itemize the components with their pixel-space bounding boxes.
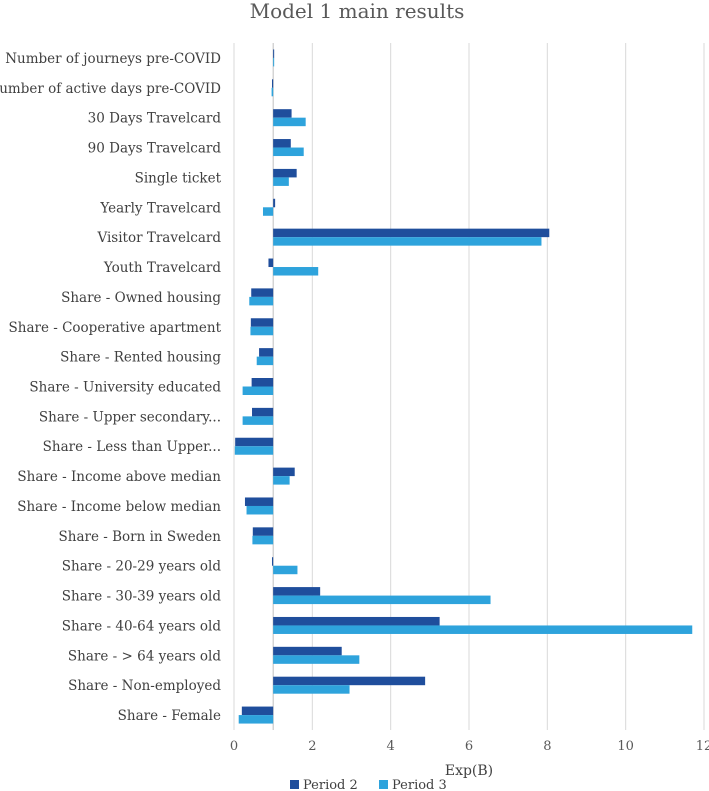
- bar-period-3: [242, 386, 274, 395]
- x-axis-title: Exp(B): [445, 763, 493, 779]
- category-label: 90 Days Travelcard: [88, 141, 222, 157]
- category-label: Yearly Travelcard: [99, 200, 221, 216]
- category-label: Share - 40-64 years old: [62, 618, 222, 634]
- legend-label: Period 2: [303, 778, 358, 791]
- x-tick-label: 2: [308, 739, 316, 754]
- category-label: Share - > 64 years old: [68, 648, 221, 664]
- bar-period-3: [273, 237, 542, 246]
- category-label: Share - Cooperative apartment: [9, 320, 222, 336]
- bar-period-2: [259, 348, 274, 357]
- bar-period-2: [271, 557, 274, 566]
- category-label: Share - Rented housing: [60, 350, 221, 366]
- bar-period-3: [273, 117, 306, 127]
- bar-period-2: [235, 437, 274, 447]
- bar-period-3: [242, 416, 274, 425]
- x-tick-labels: 0 2 4 6 8 10 12: [230, 739, 709, 754]
- x-tick-label: 10: [617, 739, 634, 754]
- category-label: Share - University educated: [29, 380, 221, 396]
- category-label: Share - 30-39 years old: [62, 589, 222, 605]
- category-label: Number of active days pre-COVID: [0, 81, 221, 97]
- bar-period-3: [273, 685, 350, 694]
- bar-period-2: [273, 139, 291, 148]
- legend-label: Period 3: [392, 778, 447, 791]
- x-tick-label: 6: [465, 739, 473, 754]
- bar-period-2: [273, 467, 295, 477]
- bar-period-3: [271, 87, 274, 97]
- x-tick-label: 4: [387, 739, 395, 754]
- bar-period-2: [252, 527, 274, 536]
- x-tick-label: 12: [696, 739, 709, 754]
- category-label: Single ticket: [135, 170, 222, 186]
- bar-period-2: [273, 587, 321, 596]
- bar-period-2: [273, 168, 297, 178]
- bar-period-2: [271, 79, 274, 88]
- bar-period-2: [251, 378, 274, 387]
- category-label: Share - Non-employed: [68, 678, 221, 694]
- category-label: Share - Less than Upper...: [43, 439, 221, 455]
- x-tick-label: 8: [543, 739, 551, 754]
- bar-period-2: [273, 646, 342, 656]
- category-label: Share - Income above median: [17, 469, 221, 485]
- category-label: Share - Upper secondary...: [39, 409, 221, 425]
- bar-period-3: [273, 595, 491, 605]
- bar-period-3: [234, 446, 274, 455]
- x-tick-label: 0: [230, 739, 238, 754]
- legend-swatch: [379, 780, 388, 789]
- bar-period-2: [273, 676, 426, 686]
- bar-period-3: [262, 207, 274, 216]
- category-label: Share - Born in Sweden: [59, 529, 222, 545]
- bar-period-2: [273, 616, 440, 626]
- bar-period-2: [241, 706, 274, 716]
- bar-period-3: [273, 625, 693, 634]
- legend: Period 2 Period 3: [290, 778, 447, 791]
- category-label: Share - Owned housing: [61, 290, 221, 306]
- legend-swatch: [290, 780, 299, 789]
- bar-period-2: [244, 497, 274, 506]
- category-labels: Number of journeys pre-COVID Number of ac…: [0, 51, 222, 724]
- bar-period-3: [273, 267, 319, 276]
- category-label: Share - Female: [118, 708, 221, 724]
- bar-period-3: [273, 147, 304, 157]
- bar-period-2: [273, 228, 550, 238]
- bar-period-2: [273, 49, 275, 58]
- bar-period-2: [250, 318, 274, 327]
- category-label: Share - 20-29 years old: [62, 559, 222, 575]
- bar-period-3: [256, 356, 274, 366]
- bar-period-3: [273, 655, 360, 664]
- bar-period-2: [251, 288, 274, 297]
- category-label: Share - Income below median: [17, 499, 221, 515]
- category-label: Visitor Travelcard: [96, 230, 221, 246]
- bar-period-2: [273, 109, 292, 118]
- chart-title: Model 1 main results: [250, 0, 465, 23]
- bar-period-3: [250, 326, 274, 336]
- bar-period-3: [246, 505, 274, 515]
- category-label: Number of journeys pre-COVID: [5, 51, 221, 67]
- bar-period-2: [273, 198, 276, 208]
- bar-period-2: [252, 407, 274, 417]
- category-label: Youth Travelcard: [103, 260, 221, 276]
- bars: [234, 49, 693, 724]
- gridlines: [233, 43, 705, 730]
- bar-period-3: [252, 535, 274, 545]
- bar-period-3: [273, 476, 290, 485]
- category-label: 30 Days Travelcard: [88, 111, 222, 127]
- bar-period-3: [273, 565, 298, 575]
- bar-period-3: [249, 296, 274, 306]
- bar-period-3: [238, 715, 274, 724]
- bar-period-3: [273, 177, 289, 186]
- bar-period-2: [268, 258, 274, 268]
- bar-period-3: [273, 57, 275, 67]
